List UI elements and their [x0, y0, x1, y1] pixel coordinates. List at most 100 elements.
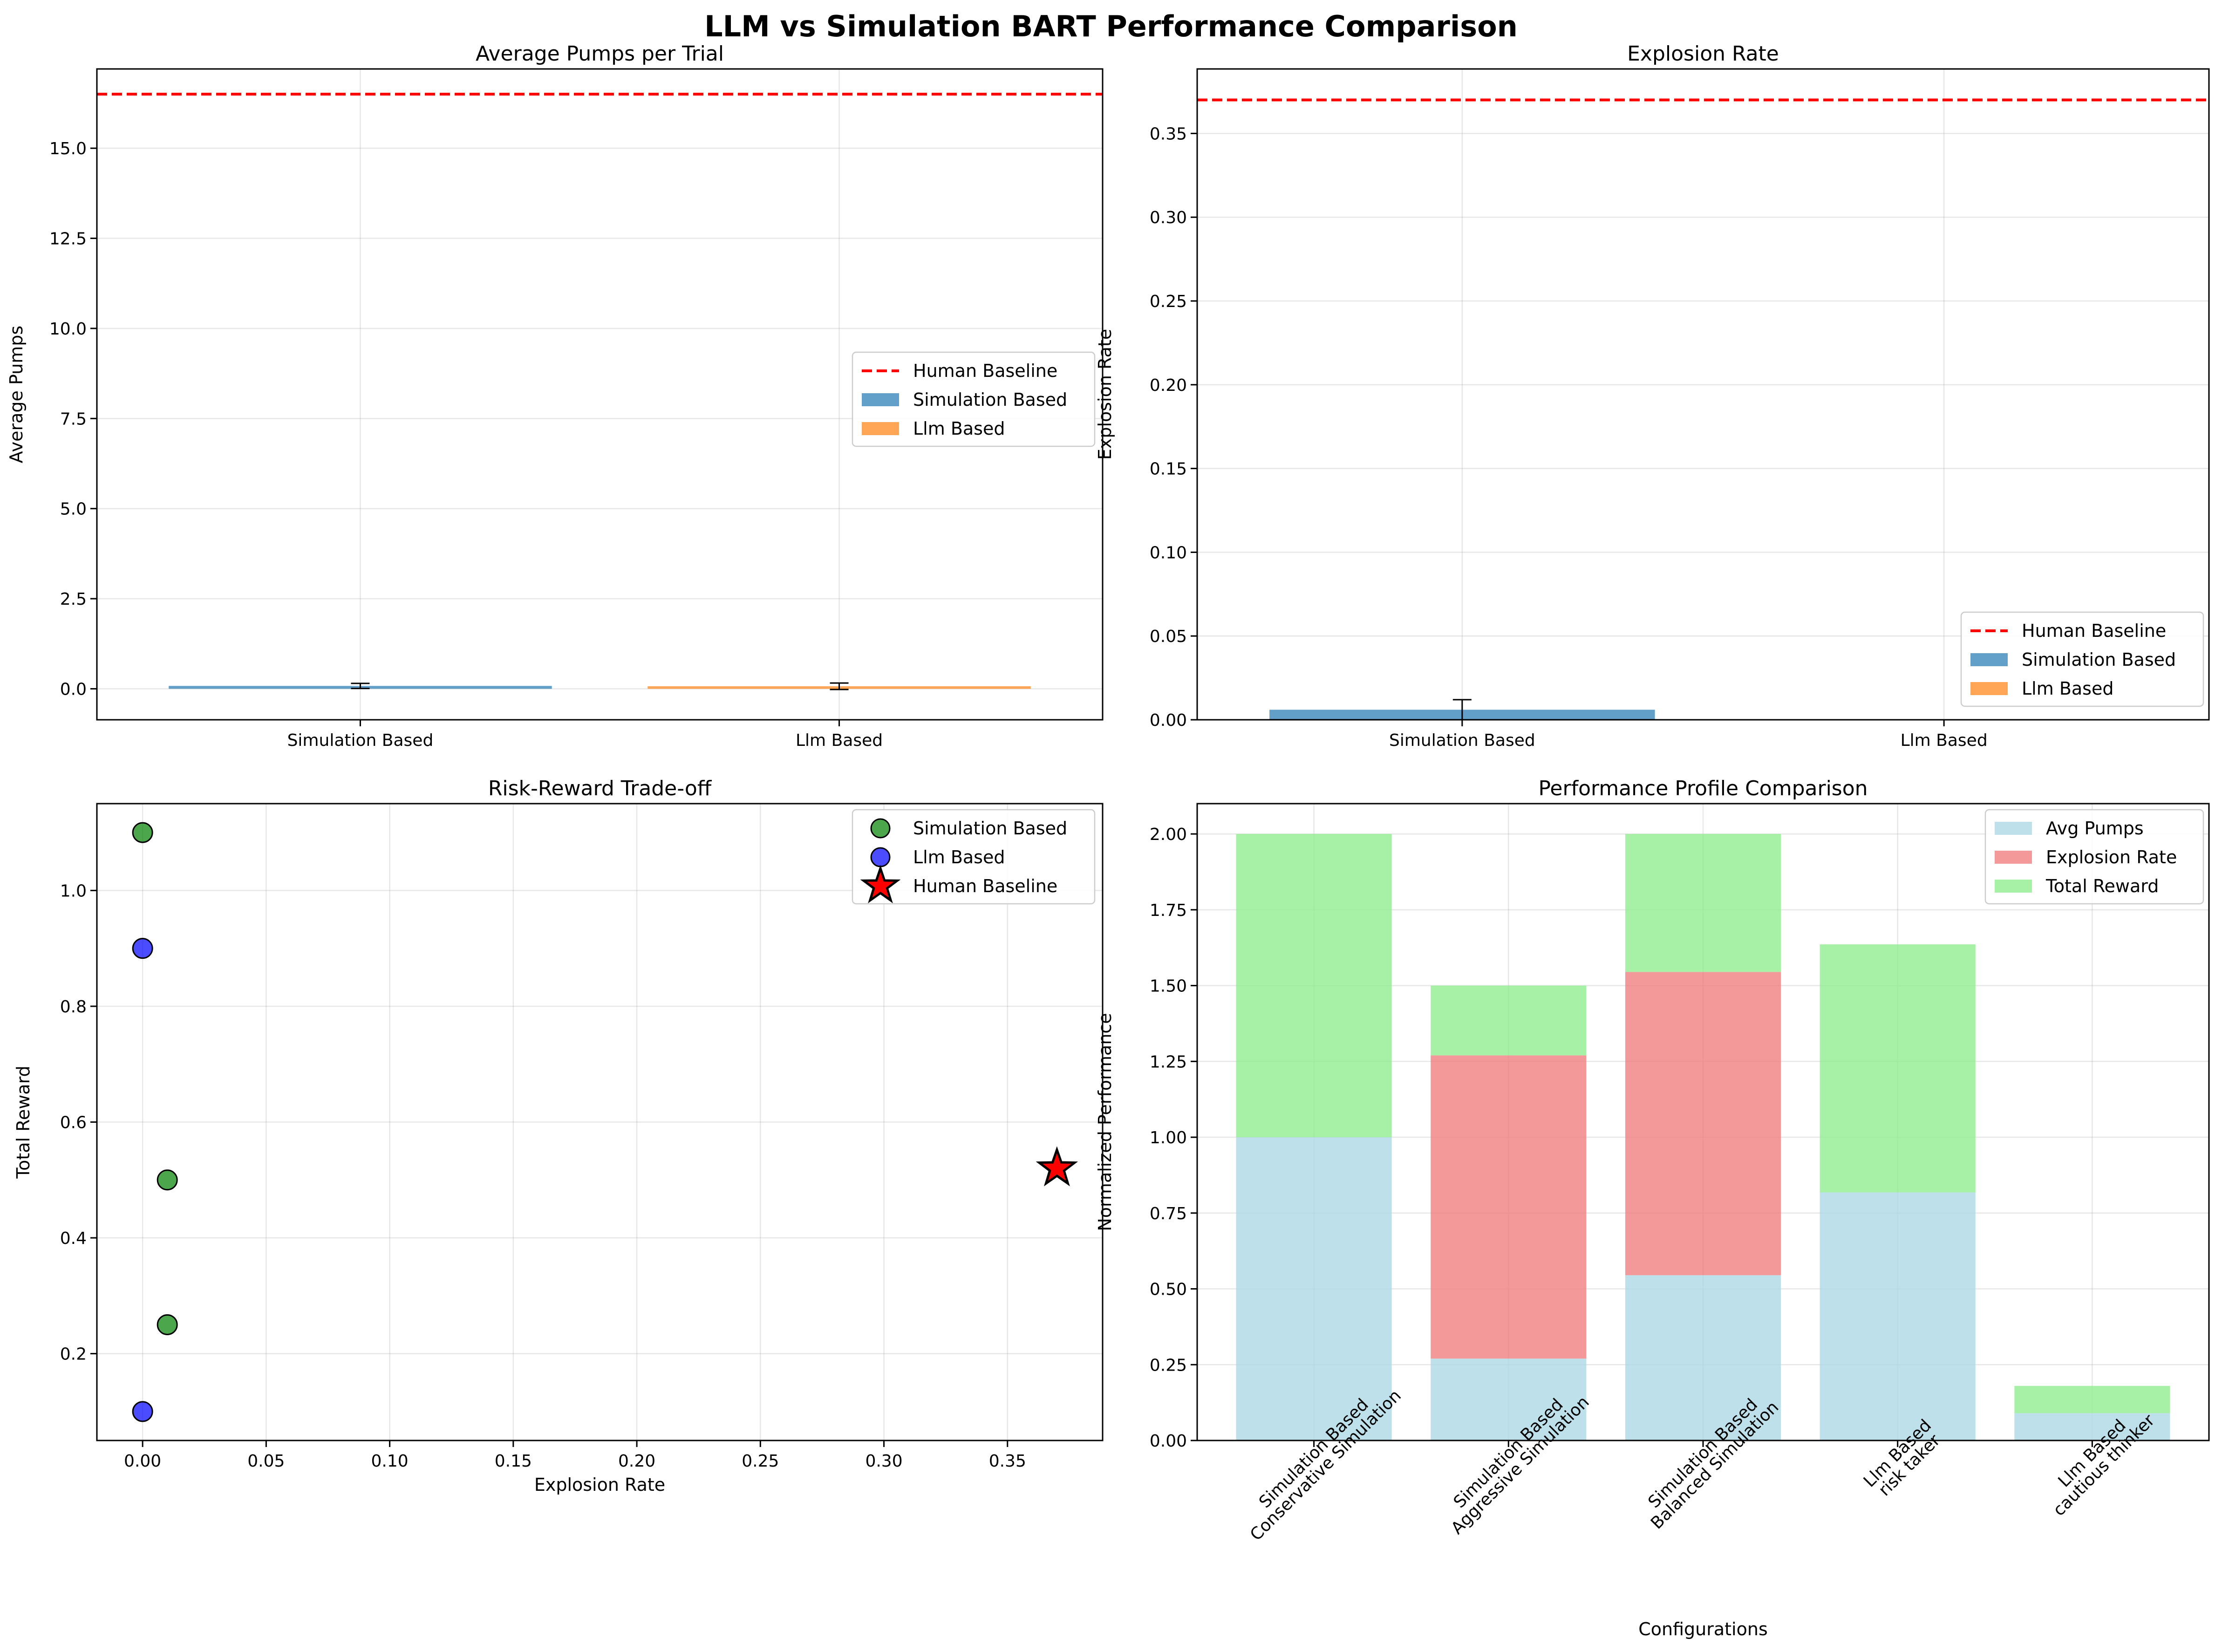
legend-patch: [1995, 851, 2032, 864]
y-tick-label: 0.2: [60, 1345, 87, 1364]
scatter-point: [132, 938, 153, 959]
x-tick-label: Llm Based: [796, 731, 883, 750]
y-tick-label: 0.75: [1150, 1204, 1187, 1223]
y-tick-label: 0.6: [60, 1113, 87, 1133]
legend-label: Avg Pumps: [2046, 818, 2144, 839]
legend-box: [1984, 809, 2204, 905]
plot-frame: [96, 68, 1104, 721]
x-tick-label: 0.15: [495, 1452, 532, 1471]
stacked-bar-segment: [1820, 944, 1976, 1193]
y-tick-label: 7.5: [60, 410, 87, 429]
legend-label: Simulation Based: [913, 389, 1067, 410]
stacked-bar-segment: [1236, 834, 1392, 1138]
x-tick-label: 0.30: [865, 1452, 902, 1471]
human-baseline-star: [1036, 1146, 1078, 1187]
panel-title: Average Pumps per Trial: [476, 42, 724, 66]
scatter-point: [157, 1169, 178, 1191]
x-axis-label: Explosion Rate: [534, 1475, 665, 1495]
figure-title: LLM vs Simulation BART Performance Compa…: [704, 9, 1518, 43]
stacked-bar-segment: [2014, 1386, 2170, 1413]
y-tick-label: 12.5: [49, 230, 87, 249]
plot-frame: [1196, 803, 2210, 1441]
y-tick-label: 1.25: [1150, 1052, 1187, 1072]
y-axis-label: Average Pumps: [6, 326, 27, 463]
y-axis-label: Explosion Rate: [1095, 329, 1115, 460]
stacked-bar-segment: [1431, 985, 1587, 1056]
scatter-point: [157, 1314, 178, 1335]
y-tick-label: 0.4: [60, 1229, 87, 1248]
stacked-bar-segment: [1431, 1055, 1587, 1359]
x-tick-label: 0.20: [618, 1452, 655, 1471]
x-tick-label: 0.05: [247, 1452, 285, 1471]
legend-marker: [870, 818, 891, 839]
y-tick-label: 0.10: [1150, 543, 1187, 562]
y-tick-label: 1.0: [60, 881, 87, 901]
legend-patch: [1970, 682, 2008, 695]
x-tick-label: Simulation Based: [287, 731, 434, 750]
chart-profile: 0.000.250.500.751.001.251.501.752.00Simu…: [1095, 777, 2210, 1639]
x-tick-label: 0.10: [371, 1452, 409, 1471]
stacked-bar-segment: [1236, 1137, 1392, 1440]
stacked-bar-segment: [1625, 1275, 1781, 1440]
y-tick-label: 0.25: [1150, 1356, 1187, 1375]
y-tick-label: 5.0: [60, 500, 87, 519]
x-axis-label: Configurations: [1638, 1619, 1768, 1639]
x-tick-label: Simulation Based: [1389, 731, 1535, 750]
chart-layer: 0.0 2.5 5.0 7.5 10.0 12.5 15.0 Simulation Based…: [6, 42, 2210, 1639]
legend-box: [1960, 611, 2204, 707]
x-tick-label: Llm Based: [1901, 731, 1988, 750]
y-tick-label: 0.00: [1150, 711, 1187, 730]
legend-label: Human Baseline: [913, 361, 1057, 381]
chart-riskreward: 0.2 0.4 0.6 0.8 1.0 0.00 0.05 0.10 0.15 0.20 0.25 0…: [13, 777, 1104, 1495]
y-tick-label: 2.00: [1150, 825, 1187, 844]
y-tick-label: 15.0: [49, 139, 87, 158]
legend-label: Llm Based: [913, 418, 1005, 439]
y-axis-label: Total Reward: [13, 1065, 34, 1179]
legend-label: Llm Based: [2022, 678, 2113, 699]
legend-patch: [1970, 653, 2008, 666]
legend-label: Simulation Based: [913, 818, 1067, 839]
stacked-bar-segment: [1431, 1358, 1587, 1440]
stacked-bar-segment: [1625, 834, 1781, 972]
legend-patch: [1995, 822, 2032, 835]
scatter-point: [132, 1401, 153, 1422]
legend-label: Human Baseline: [913, 876, 1057, 896]
stacked-bar-segment: [1625, 972, 1781, 1276]
y-tick-label: 0.0: [60, 680, 87, 699]
y-tick-label: 0.05: [1150, 627, 1187, 646]
legend-box: [852, 351, 1096, 447]
scatter-point: [132, 822, 153, 843]
legend-patch: [862, 393, 899, 406]
stacked-bar-segment: [1820, 1192, 1976, 1440]
y-tick-label: 0.15: [1150, 460, 1187, 479]
plot-frame: [1196, 68, 2210, 721]
y-tick-label: 0.00: [1150, 1432, 1187, 1451]
panel-title: Performance Profile Comparison: [1538, 777, 1868, 800]
y-tick-label: 0.8: [60, 997, 87, 1017]
y-tick-label: 0.20: [1150, 376, 1187, 395]
legend-marker: [860, 865, 901, 903]
x-tick-label: 0.00: [124, 1452, 161, 1471]
y-axis-label: Normalized Performance: [1095, 1013, 1115, 1231]
y-tick-label: 0.50: [1150, 1280, 1187, 1299]
x-tick-label: 0.25: [742, 1452, 779, 1471]
plot-frame: [96, 803, 1104, 1441]
panel-title: Explosion Rate: [1627, 42, 1779, 66]
chart-explosion: 0.00 0.05 0.10 0.15 0.20 0.25 0.30 0.35 Simulati…: [1095, 42, 2210, 750]
panel-title: Risk-Reward Trade-off: [488, 777, 712, 800]
stacked-bar-segment: [2014, 1413, 2170, 1440]
y-tick-label: 1.50: [1150, 977, 1187, 996]
x-tick-label: 0.35: [989, 1452, 1026, 1471]
legend-label: Human Baseline: [2022, 621, 2166, 641]
y-tick-label: 0.30: [1150, 208, 1187, 227]
y-tick-label: 1.00: [1150, 1128, 1187, 1147]
y-tick-label: 0.25: [1150, 292, 1187, 311]
y-tick-label: 0.35: [1150, 124, 1187, 143]
legend-label: Explosion Rate: [2046, 847, 2177, 867]
chart-pumps: 0.0 2.5 5.0 7.5 10.0 12.5 15.0 Simulation Based…: [6, 42, 1104, 750]
legend-label: Llm Based: [913, 847, 1005, 867]
legend-marker: [870, 847, 891, 867]
y-tick-label: 2.5: [60, 590, 87, 609]
legend-label: Total Reward: [2045, 876, 2159, 896]
